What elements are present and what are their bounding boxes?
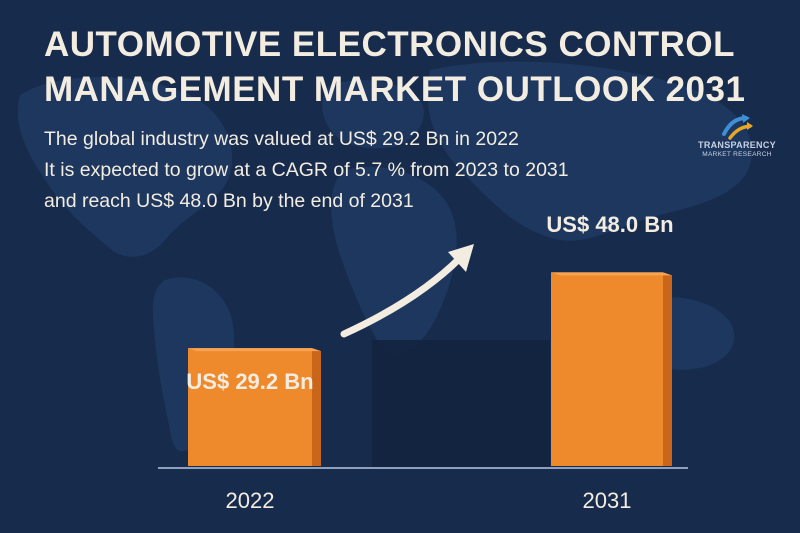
- bar-top-2031: [551, 272, 672, 276]
- logo-line-2: MARKET RESEARCH: [702, 151, 772, 158]
- map-north-america: [17, 76, 233, 257]
- description-line-2: It is expected to grow at a CAGR of 5.7 …: [44, 159, 569, 181]
- data-label-2022: US$ 29.2 Bn: [186, 369, 313, 394]
- bars-layer: [188, 272, 672, 466]
- brand-logo: TRANSPARENCY MARKET RESEARCH: [692, 112, 782, 182]
- map-europe: [322, 80, 424, 149]
- chart-shadow-panel: [372, 340, 550, 468]
- title-line-2: MANAGEMENT MARKET OUTLOOK 2031: [44, 70, 746, 109]
- growth-arrowhead-icon: [448, 244, 474, 272]
- description: The global industry was valued at US$ 29…: [44, 124, 694, 217]
- logo-line-1: TRANSPARENCY: [698, 140, 776, 150]
- bar-2022: [188, 348, 312, 466]
- map-africa: [331, 166, 457, 355]
- bar-side-2031: [663, 272, 672, 466]
- description-line-1: The global industry was valued at US$ 29…: [44, 128, 519, 150]
- category-label-2022: 2022: [226, 488, 275, 513]
- map-asia: [427, 61, 752, 241]
- logo-arrows-icon: [722, 114, 753, 140]
- title-line-1: AUTOMOTIVE ELECTRONICS CONTROL: [44, 25, 736, 64]
- growth-arrow-icon: [340, 254, 464, 338]
- bar-top-2022: [188, 348, 321, 352]
- category-label-2031: 2031: [583, 488, 632, 513]
- bar-side-2022: [312, 348, 321, 466]
- page-title: AUTOMOTIVE ELECTRONICS CONTROL MANAGEMEN…: [44, 22, 764, 112]
- bar-2031: [551, 272, 663, 466]
- data-label-2031: US$ 48.0 Bn: [546, 212, 673, 237]
- description-line-3: and reach US$ 48.0 Bn by the end of 2031: [44, 190, 414, 212]
